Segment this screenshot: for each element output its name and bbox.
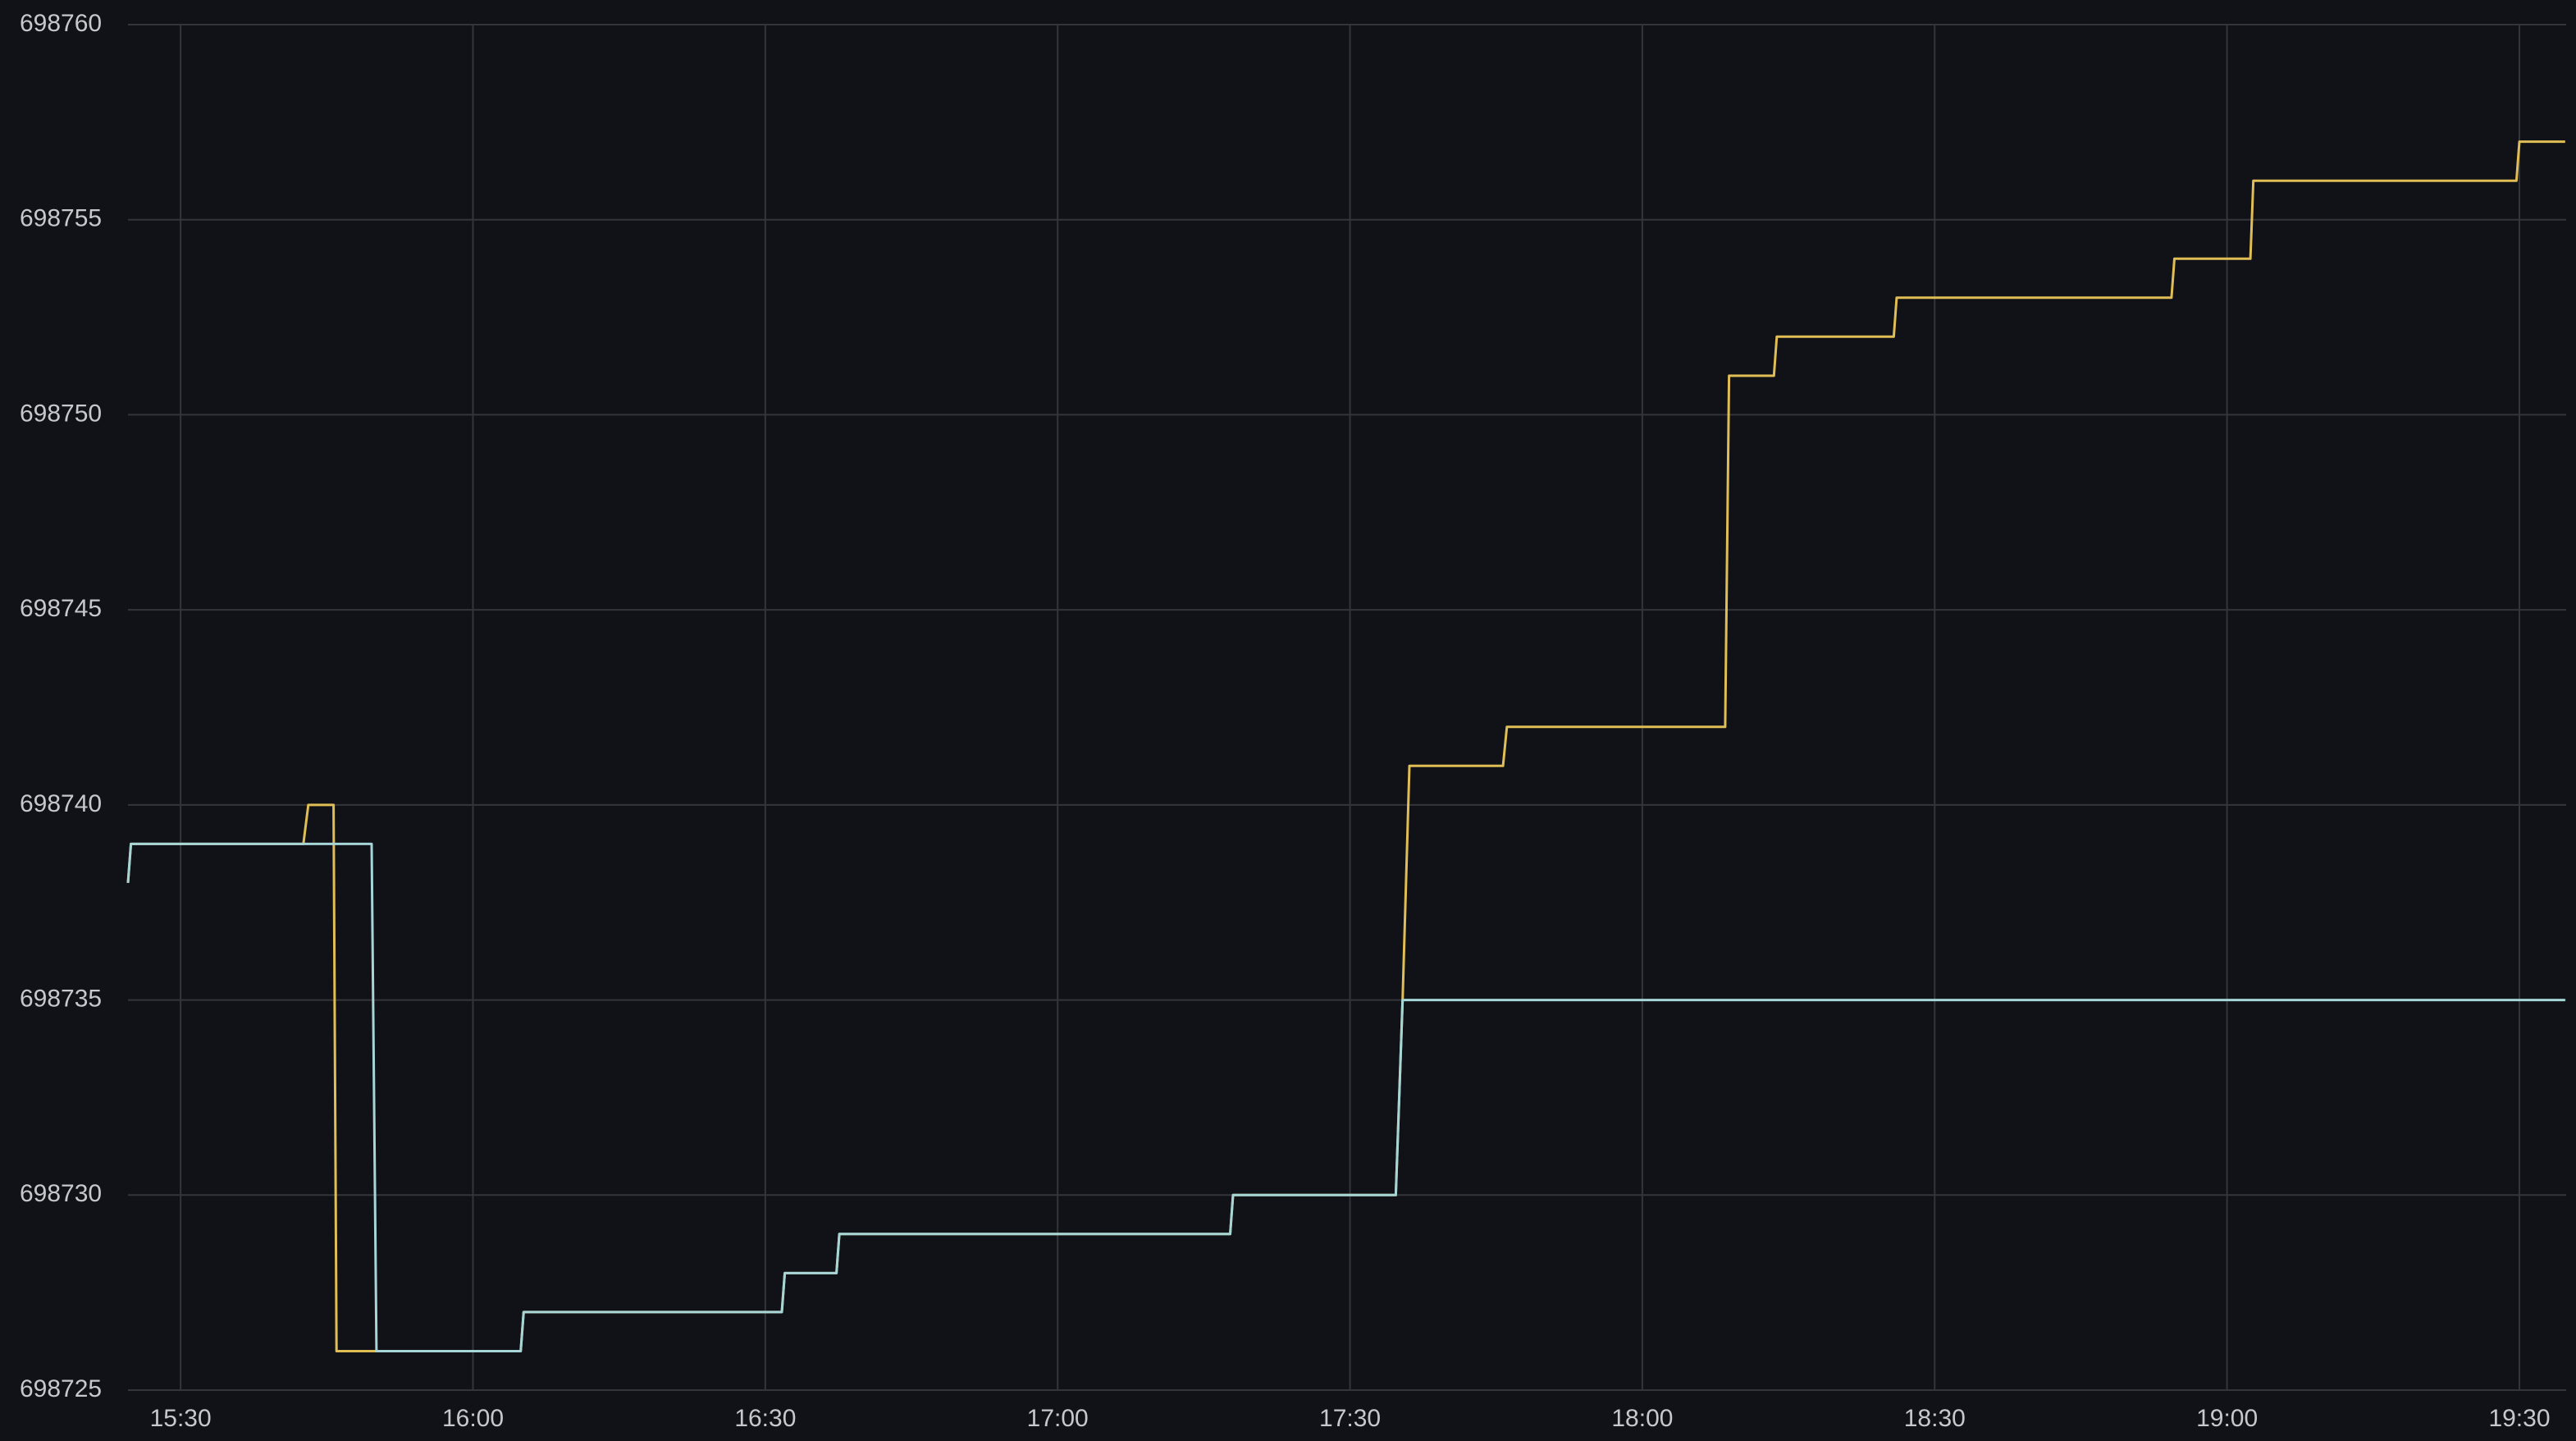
y-tick-label: 698755: [20, 205, 102, 232]
y-tick-label: 698730: [20, 1180, 102, 1207]
x-tick-label: 18:00: [1611, 1405, 1673, 1432]
x-tick-label: 19:30: [2488, 1405, 2550, 1432]
x-tick-label: 15:30: [150, 1405, 212, 1432]
x-tick-label: 16:00: [442, 1405, 504, 1432]
y-tick-label: 698760: [20, 10, 102, 37]
series-line: [126, 140, 2565, 1352]
y-tick-label: 698745: [20, 595, 102, 622]
x-tick-label: 16:30: [734, 1405, 796, 1432]
y-tick-label: 698740: [20, 790, 102, 817]
x-tick-label: 19:00: [2196, 1405, 2258, 1432]
x-tick-label: 17:30: [1319, 1405, 1381, 1432]
y-tick-label: 698725: [20, 1375, 102, 1402]
y-tick-label: 698735: [20, 985, 102, 1012]
x-tick-label: 17:00: [1027, 1405, 1089, 1432]
x-tick-label: 18:30: [1904, 1405, 1966, 1432]
y-tick-label: 698750: [20, 400, 102, 427]
series-line: [126, 842, 2565, 1352]
